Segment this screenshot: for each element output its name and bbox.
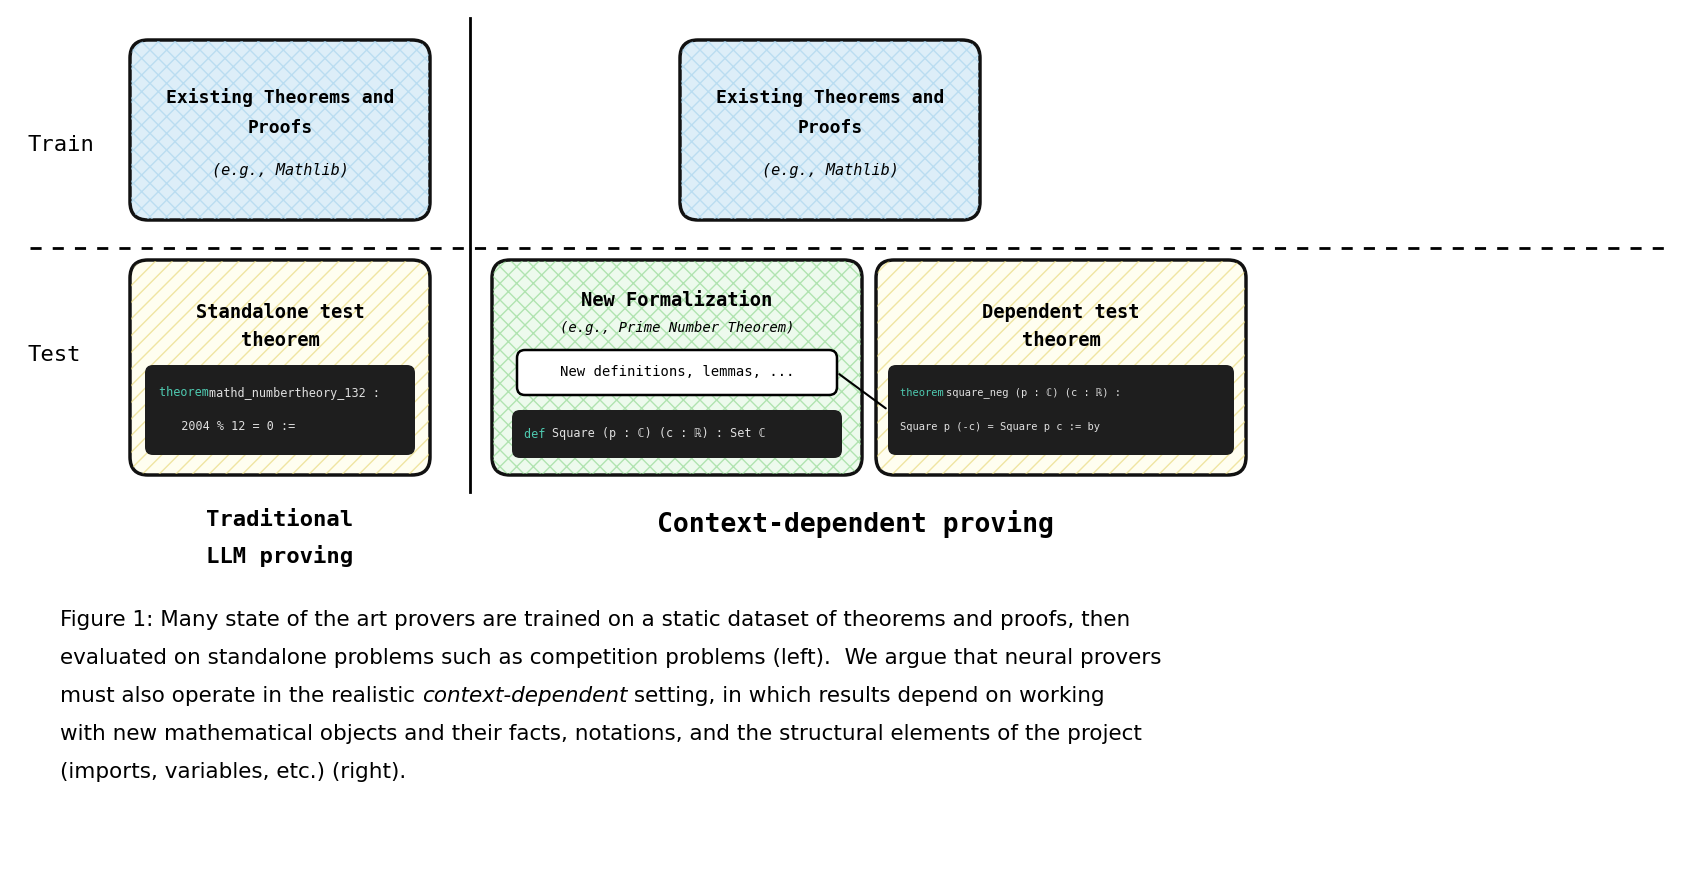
FancyBboxPatch shape	[680, 40, 980, 220]
Text: Figure 1: Many state of the art provers are trained on a static dataset of theor: Figure 1: Many state of the art provers …	[60, 610, 1130, 630]
Text: New definitions, lemmas, ...: New definitions, lemmas, ...	[559, 365, 794, 379]
FancyBboxPatch shape	[511, 410, 842, 458]
Text: Square (p : ℂ) (c : ℝ) : Set ℂ: Square (p : ℂ) (c : ℝ) : Set ℂ	[552, 428, 765, 440]
Text: Proofs: Proofs	[247, 119, 312, 137]
Text: (imports, variables, etc.) (right).: (imports, variables, etc.) (right).	[60, 762, 406, 782]
FancyBboxPatch shape	[492, 260, 862, 475]
Text: theorem: theorem	[900, 388, 951, 398]
Text: theorem: theorem	[158, 386, 216, 400]
Text: must also operate in the realistic: must also operate in the realistic	[60, 686, 423, 706]
Text: theorem: theorem	[1022, 331, 1101, 349]
Text: Square p (-c) = Square p c := by: Square p (-c) = Square p c := by	[900, 422, 1101, 432]
Text: Context-dependent proving: Context-dependent proving	[656, 510, 1053, 538]
Text: LLM proving: LLM proving	[206, 545, 353, 567]
Text: Dependent test: Dependent test	[982, 302, 1140, 322]
Text: square_neg (p : ℂ) (c : ℝ) :: square_neg (p : ℂ) (c : ℝ) :	[946, 387, 1121, 399]
Text: with new mathematical objects and their facts, notations, and the structural ele: with new mathematical objects and their …	[60, 724, 1142, 744]
Text: setting, in which results depend on working: setting, in which results depend on work…	[627, 686, 1104, 706]
FancyBboxPatch shape	[145, 365, 416, 455]
FancyBboxPatch shape	[888, 365, 1234, 455]
FancyBboxPatch shape	[876, 260, 1246, 475]
FancyBboxPatch shape	[516, 350, 837, 395]
Text: (e.g., Mathlib): (e.g., Mathlib)	[762, 163, 898, 178]
Text: (e.g., Prime Number Theorem): (e.g., Prime Number Theorem)	[559, 321, 794, 335]
Text: Existing Theorems and: Existing Theorems and	[716, 88, 944, 108]
Text: Proofs: Proofs	[797, 119, 862, 137]
Text: evaluated on standalone problems such as competition problems (left).  We argue : evaluated on standalone problems such as…	[60, 648, 1162, 668]
Text: theorem: theorem	[240, 331, 319, 349]
Text: (e.g., Mathlib): (e.g., Mathlib)	[211, 163, 348, 178]
FancyBboxPatch shape	[130, 40, 429, 220]
Text: context-dependent: context-dependent	[423, 686, 627, 706]
Text: Train: Train	[27, 135, 95, 155]
Text: def: def	[525, 428, 552, 440]
Text: 2004 % 12 = 0 :=: 2004 % 12 = 0 :=	[167, 421, 295, 433]
Text: Standalone test: Standalone test	[196, 302, 365, 322]
Text: Test: Test	[27, 345, 82, 365]
FancyBboxPatch shape	[130, 260, 429, 475]
Text: Existing Theorems and: Existing Theorems and	[165, 88, 394, 108]
Text: New Formalization: New Formalization	[581, 291, 772, 309]
Text: mathd_numbertheory_132 :: mathd_numbertheory_132 :	[210, 386, 380, 400]
Text: Traditional: Traditional	[206, 510, 353, 530]
